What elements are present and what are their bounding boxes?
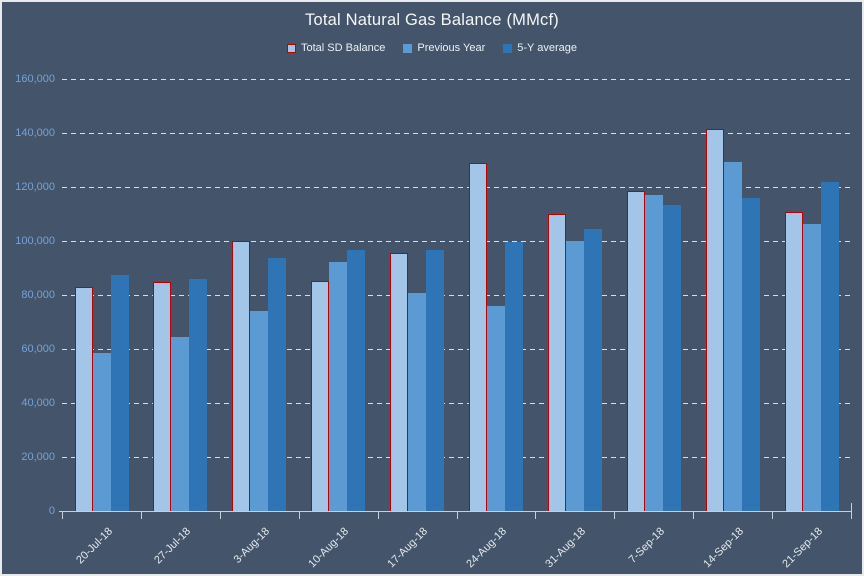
legend-swatch-icon xyxy=(286,43,296,53)
bar-previous-year-14-Sep-18 xyxy=(723,161,742,511)
bar-5-y-average-31-Aug-18 xyxy=(583,228,602,511)
x-axis-end-tick xyxy=(851,503,852,511)
bar-total-sd-balance-17-Aug-18 xyxy=(390,252,409,511)
y-axis-label: 0 xyxy=(48,504,55,517)
x-axis-tick xyxy=(62,511,63,519)
bar-total-sd-balance-3-Aug-18 xyxy=(232,241,251,511)
bar-previous-year-27-Jul-18 xyxy=(171,337,190,511)
x-axis-label: 21-Sep-18 xyxy=(779,525,825,571)
bar-5-y-average-21-Sep-18 xyxy=(820,182,839,511)
x-axis-tick xyxy=(219,511,221,519)
y-axis-label: 60,000 xyxy=(21,342,55,355)
gridline xyxy=(62,403,851,404)
bar-previous-year-24-Aug-18 xyxy=(487,305,505,511)
y-axis-label: 80,000 xyxy=(21,288,55,301)
bar-5-y-average-3-Aug-18 xyxy=(268,258,287,511)
bar-5-y-average-10-Aug-18 xyxy=(347,250,366,511)
bar-previous-year-7-Sep-18 xyxy=(644,194,663,511)
x-axis-label: 17-Aug-18 xyxy=(385,525,431,571)
bar-5-y-average-20-Jul-18 xyxy=(110,275,129,511)
legend-entry-previous-year: Previous Year xyxy=(403,42,485,54)
bar-total-sd-balance-7-Sep-18 xyxy=(626,191,645,511)
gridline xyxy=(62,187,851,188)
x-axis-tick xyxy=(851,511,852,519)
bar-total-sd-balance-14-Sep-18 xyxy=(705,129,724,511)
x-axis-tick xyxy=(535,511,537,519)
bar-total-sd-balance-31-Aug-18 xyxy=(547,214,566,511)
bar-5-y-average-27-Jul-18 xyxy=(189,278,208,511)
x-axis-tick xyxy=(614,511,616,519)
gridline xyxy=(62,79,851,80)
bar-5-y-average-17-Aug-18 xyxy=(426,250,445,511)
legend-label: 5-Y average xyxy=(517,42,577,54)
legend-swatch-icon xyxy=(403,43,413,53)
bar-total-sd-balance-21-Sep-18 xyxy=(784,211,803,511)
x-axis-label: 27-Jul-18 xyxy=(152,525,194,567)
bar-total-sd-balance-24-Aug-18 xyxy=(469,162,487,511)
bar-previous-year-31-Aug-18 xyxy=(565,241,584,511)
x-axis-line xyxy=(59,511,852,512)
x-axis-label: 7-Sep-18 xyxy=(626,525,667,566)
x-axis-tick xyxy=(377,511,379,519)
bar-total-sd-balance-20-Jul-18 xyxy=(74,286,93,511)
x-axis-tick xyxy=(693,511,695,519)
bar-previous-year-20-Jul-18 xyxy=(92,353,111,511)
x-axis-label: 24-Aug-18 xyxy=(464,525,510,571)
x-axis-tick xyxy=(456,511,458,519)
x-axis-tick xyxy=(140,511,142,519)
y-axis-label: 20,000 xyxy=(21,450,55,463)
bar-previous-year-3-Aug-18 xyxy=(250,310,269,511)
bar-previous-year-21-Sep-18 xyxy=(802,224,821,511)
gridline xyxy=(62,457,851,458)
legend: Total SD Balance Previous Year 5-Y avera… xyxy=(2,42,862,54)
x-axis-label: 10-Aug-18 xyxy=(306,525,352,571)
gridline xyxy=(62,349,851,350)
y-axis-label: 100,000 xyxy=(15,234,55,247)
y-axis-label: 160,000 xyxy=(15,72,55,85)
legend-swatch-icon xyxy=(503,43,513,53)
x-axis-tick xyxy=(772,511,774,519)
x-axis-label: 3-Aug-18 xyxy=(231,525,273,566)
bar-previous-year-17-Aug-18 xyxy=(408,293,427,511)
legend-label: Previous Year xyxy=(417,42,486,54)
x-axis-label: 14-Sep-18 xyxy=(700,525,746,571)
y-axis-label: 120,000 xyxy=(15,180,55,193)
chart-title: Total Natural Gas Balance (MMcf) xyxy=(305,11,559,29)
bar-5-y-average-7-Sep-18 xyxy=(662,204,681,511)
bar-total-sd-balance-10-Aug-18 xyxy=(311,280,330,511)
bar-5-y-average-14-Sep-18 xyxy=(741,198,760,511)
bar-previous-year-10-Aug-18 xyxy=(329,261,348,511)
bar-5-y-average-24-Aug-18 xyxy=(505,241,523,511)
x-axis-tick xyxy=(298,511,300,519)
gridline xyxy=(62,133,851,134)
y-axis-label: 40,000 xyxy=(21,396,55,409)
y-axis-label: 140,000 xyxy=(15,126,55,139)
x-axis-label: 20-Jul-18 xyxy=(73,525,115,567)
legend-label: Total SD Balance xyxy=(300,42,386,54)
x-axis-label: 31-Aug-18 xyxy=(543,525,588,571)
bar-total-sd-balance-27-Jul-18 xyxy=(153,281,172,511)
legend-entry-5y-average: 5-Y average xyxy=(503,42,577,54)
legend-entry-total-sd-balance: Total SD Balance xyxy=(286,42,386,54)
gridline xyxy=(62,295,851,296)
gridline xyxy=(62,241,851,242)
